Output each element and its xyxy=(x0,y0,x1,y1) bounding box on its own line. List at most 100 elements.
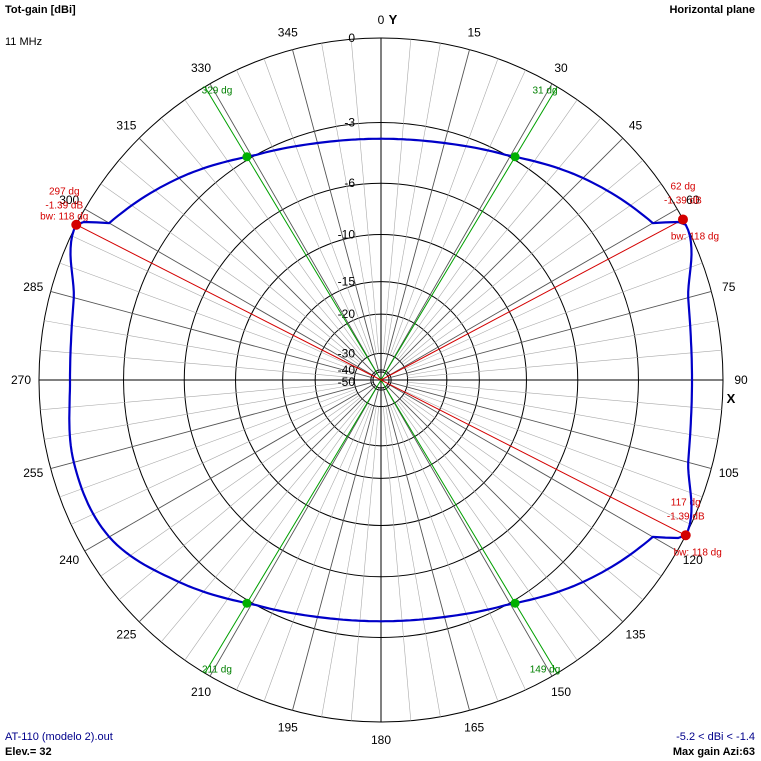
spoke-300 xyxy=(84,208,375,377)
azimuth-tick-315: 315 xyxy=(116,118,136,132)
azimuth-tick-240: 240 xyxy=(59,553,79,567)
spoke-60 xyxy=(387,208,678,377)
beamwidth-angle-62: 62 dg xyxy=(670,181,695,192)
radial-tick-4: -15 xyxy=(338,275,356,289)
elevation-label: Elev.= 32 xyxy=(5,746,52,758)
spoke-345 xyxy=(292,49,380,373)
spoke-65 xyxy=(404,235,692,370)
radial-tick-5: -20 xyxy=(338,307,356,321)
radial-tick-8: -50 xyxy=(338,375,356,389)
spoke-30 xyxy=(384,83,553,374)
spoke-100 xyxy=(407,384,718,440)
spoke-120 xyxy=(387,383,678,552)
azimuth-tick-90: 90 xyxy=(734,373,748,387)
spoke-10 xyxy=(385,43,441,354)
radial-tick-labels: 0 -3 -6 -10 -15 -20 -30 -40-50 xyxy=(338,31,356,389)
azimuth-tick-0: 0 xyxy=(378,13,385,27)
spoke-175 xyxy=(383,406,412,721)
beamwidth-line-297 xyxy=(76,224,382,381)
radial-tick-1: -3 xyxy=(344,116,355,130)
beamwidth-level-62: -1.39 dB xyxy=(664,195,702,206)
spoke-305 xyxy=(100,183,360,365)
spoke-115 xyxy=(404,390,692,525)
spoke-245 xyxy=(70,390,358,525)
spoke-35 xyxy=(396,99,578,359)
radial-tick-7: -40 xyxy=(338,363,356,377)
spoke-280 xyxy=(44,320,355,376)
spoke-70 xyxy=(405,262,703,372)
minus3db-point-149 xyxy=(510,598,520,608)
spoke-165 xyxy=(382,387,470,711)
max-gain-label: Max gain Azi:63 xyxy=(672,746,755,758)
beamwidth-point-62 xyxy=(677,214,688,225)
radial-tick-0: 0 xyxy=(348,31,355,45)
spoke-40 xyxy=(397,117,602,360)
spoke-150 xyxy=(384,386,553,677)
polar-grid xyxy=(38,37,724,723)
spoke-55 xyxy=(402,183,662,365)
spoke-170 xyxy=(385,406,441,717)
azimuth-tick-labels: 0 15 30 45 60 75 90 105 120 135 150 165 180 195 210 225… xyxy=(11,13,748,747)
azimuth-tick-105: 105 xyxy=(719,466,739,480)
spoke-125 xyxy=(402,395,662,577)
spoke-210 xyxy=(209,386,378,677)
spoke-285 xyxy=(50,291,374,379)
radial-tick-6: -30 xyxy=(338,346,356,360)
spoke-235 xyxy=(100,395,360,577)
pattern-layer xyxy=(68,137,694,623)
beamwidth-angle-117: 117 dg xyxy=(671,497,701,508)
radial-tick-2: -6 xyxy=(344,176,355,190)
spoke-230 xyxy=(118,396,361,601)
azimuth-tick-270: 270 xyxy=(11,373,31,387)
spoke-25 xyxy=(391,69,526,357)
spoke-205 xyxy=(236,403,371,691)
azimuth-tick-15: 15 xyxy=(467,25,481,39)
spoke-130 xyxy=(401,396,644,601)
minus3db-point-329 xyxy=(242,152,252,162)
spoke-80 xyxy=(407,320,718,376)
azimuth-tick-135: 135 xyxy=(626,628,646,642)
azimuth-tick-210: 210 xyxy=(191,685,211,699)
spoke-195 xyxy=(292,387,380,711)
radiation-pattern-line xyxy=(68,137,694,623)
minus3db-label-211: 211 dg xyxy=(202,664,232,675)
beamwidth-line-117 xyxy=(380,379,686,536)
azimuth-tick-30: 30 xyxy=(554,61,568,75)
spoke-355 xyxy=(350,39,379,354)
beamwidth-angle-297: 297 dg xyxy=(49,187,80,198)
minus3db-line-31 xyxy=(380,86,558,381)
spoke-310 xyxy=(118,159,361,364)
spoke-295 xyxy=(70,235,358,370)
spoke-275 xyxy=(40,349,355,378)
spoke-255 xyxy=(50,381,374,469)
azimuth-tick-150: 150 xyxy=(551,685,571,699)
minus3db-point-31 xyxy=(510,152,520,162)
spoke-95 xyxy=(407,382,722,411)
spoke-250 xyxy=(59,388,357,498)
beamwidth-bw-117: bw: 118 dg xyxy=(674,547,722,558)
azimuth-tick-255: 255 xyxy=(23,466,43,480)
spoke-350 xyxy=(321,43,377,354)
spoke-140 xyxy=(397,400,602,643)
spoke-330 xyxy=(209,83,378,374)
azimuth-tick-195: 195 xyxy=(278,721,298,735)
beamwidth-bw-297: bw: 118 dg xyxy=(40,212,88,223)
spoke-260 xyxy=(44,384,355,440)
spoke-75 xyxy=(388,291,712,379)
spoke-155 xyxy=(391,403,526,691)
spoke-200 xyxy=(263,404,373,702)
beamwidth-level-297: -1.39 dB xyxy=(45,201,83,212)
spoke-110 xyxy=(405,388,703,498)
beamwidth-bw-62: bw: 118 dg xyxy=(671,231,719,242)
spoke-50 xyxy=(401,159,644,364)
azimuth-tick-330: 330 xyxy=(191,61,211,75)
plane-label: Horizontal plane xyxy=(669,4,755,16)
y-axis-label: Y xyxy=(389,12,398,27)
spoke-105 xyxy=(388,381,712,469)
azimuth-tick-45: 45 xyxy=(629,118,643,132)
azimuth-tick-180: 180 xyxy=(371,733,391,747)
beamwidth-line-62 xyxy=(380,218,684,381)
chart-title: Tot-gain [dBi] xyxy=(5,4,76,16)
spoke-325 xyxy=(184,99,366,359)
spoke-190 xyxy=(321,406,377,717)
